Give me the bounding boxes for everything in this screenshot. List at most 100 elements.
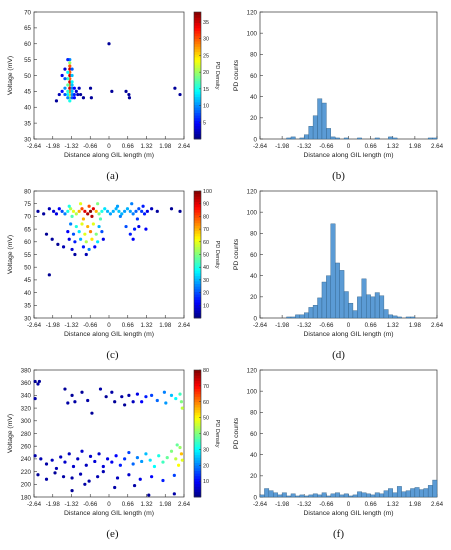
y-tick-label: 75 <box>24 201 31 208</box>
y-tick-label: 65 <box>24 226 31 233</box>
x-axis-label: Distance along GIL length (m) <box>64 152 154 159</box>
colorbar-segment <box>194 401 201 405</box>
colorbar-segment <box>194 19 201 23</box>
histogram-bar <box>277 494 283 498</box>
data-point <box>147 493 151 497</box>
data-point <box>70 247 74 252</box>
histogram-bar <box>299 494 305 498</box>
histogram-bar <box>374 492 380 498</box>
data-point <box>66 209 70 213</box>
y-tick-label: 35 <box>24 303 31 310</box>
histogram-bar <box>290 493 296 498</box>
histogram-bar <box>312 493 318 498</box>
colorbar-segment <box>194 125 201 129</box>
x-tick-label: 0 <box>347 322 351 329</box>
data-point <box>78 472 83 476</box>
colorbar-segment <box>194 99 201 103</box>
data-point <box>61 245 66 249</box>
y-tick-label: 65 <box>24 25 31 32</box>
data-point <box>66 77 70 81</box>
data-point <box>73 400 77 404</box>
colorbar-segment <box>194 243 201 247</box>
data-point <box>115 204 120 208</box>
data-point <box>36 473 40 477</box>
data-point <box>178 392 182 396</box>
colorbar-segment <box>194 107 201 111</box>
colorbar-segment <box>194 251 201 255</box>
x-tick-label: 0 <box>107 143 111 150</box>
colorbar-segment <box>194 72 201 76</box>
y-tick-label: 200 <box>21 482 32 489</box>
histogram-bar <box>326 495 331 498</box>
data-point <box>127 393 131 397</box>
data-point <box>161 460 165 464</box>
colorbar-segment <box>194 67 201 71</box>
data-point <box>72 96 76 100</box>
data-point <box>66 401 70 405</box>
colorbar-segment <box>194 62 201 66</box>
colorbar-segment <box>194 27 201 31</box>
colorbar-segment <box>194 96 201 100</box>
data-point <box>103 207 107 211</box>
histogram-bar <box>286 137 292 140</box>
x-tick-label: 1.98 <box>409 501 422 508</box>
data-point <box>74 89 78 93</box>
colorbar-segment <box>194 280 201 285</box>
colorbar-segment <box>194 51 201 55</box>
data-point <box>115 476 120 480</box>
y-tick-label: 320 <box>21 405 32 412</box>
data-point <box>96 202 100 206</box>
y-tick-label: 40 <box>24 290 31 297</box>
data-point <box>84 240 88 244</box>
data-point <box>174 396 178 401</box>
colorbar-segment <box>194 302 201 306</box>
data-point <box>169 393 174 397</box>
colorbar-segment <box>194 436 201 440</box>
y-tick-label: 20 <box>250 294 257 301</box>
y-tick-label: 240 <box>21 456 32 463</box>
data-point <box>135 392 140 396</box>
histogram-bar <box>339 270 345 319</box>
histogram-bar <box>268 490 274 498</box>
histogram-bar <box>423 488 429 498</box>
colorbar-tick-label: 10 <box>203 303 209 309</box>
data-point <box>54 99 59 103</box>
data-point <box>155 398 159 403</box>
data-point <box>63 86 67 90</box>
histogram-bar <box>352 494 358 498</box>
colorbar-segment <box>194 430 201 434</box>
data-point <box>47 207 51 211</box>
colorbar-segment <box>194 388 201 392</box>
histogram-bar <box>312 305 318 319</box>
data-point <box>152 464 157 469</box>
colorbar-segment <box>194 117 201 121</box>
colorbar-segment <box>194 380 201 384</box>
data-point <box>53 471 57 475</box>
colorbar-segment <box>194 407 201 411</box>
data-point <box>68 99 72 103</box>
colorbar-segment <box>194 198 201 202</box>
y-axis-label: Voltage (mV) <box>7 414 14 453</box>
colorbar-tick-label: 90 <box>203 202 209 208</box>
colorbar-tick-label: 30 <box>203 278 209 284</box>
histogram-bar <box>361 492 367 498</box>
panel-label-c: (c) <box>106 349 119 361</box>
y-tick-label: 180 <box>21 494 32 501</box>
data-point <box>124 224 128 229</box>
colorbar-segment <box>194 433 201 437</box>
data-point <box>174 457 178 461</box>
data-point <box>70 67 74 71</box>
data-point <box>96 475 100 479</box>
y-axis-label: Voltage (mV) <box>7 56 14 95</box>
histogram-bar <box>357 137 362 140</box>
colorbar-segment <box>194 206 201 210</box>
data-point <box>66 89 70 93</box>
data-point <box>179 452 184 456</box>
panel-a: 30 35 40 45 50 55 60 65 70 -2.64 -1.98 -1.32 -0.66 0 0… <box>0 4 225 187</box>
colorbar-tick-label: 20 <box>203 463 209 469</box>
data-point <box>94 209 98 213</box>
colorbar-segment <box>194 38 201 42</box>
data-point <box>135 217 140 221</box>
colorbar-segment <box>194 449 201 453</box>
colorbar-segment <box>194 315 201 319</box>
